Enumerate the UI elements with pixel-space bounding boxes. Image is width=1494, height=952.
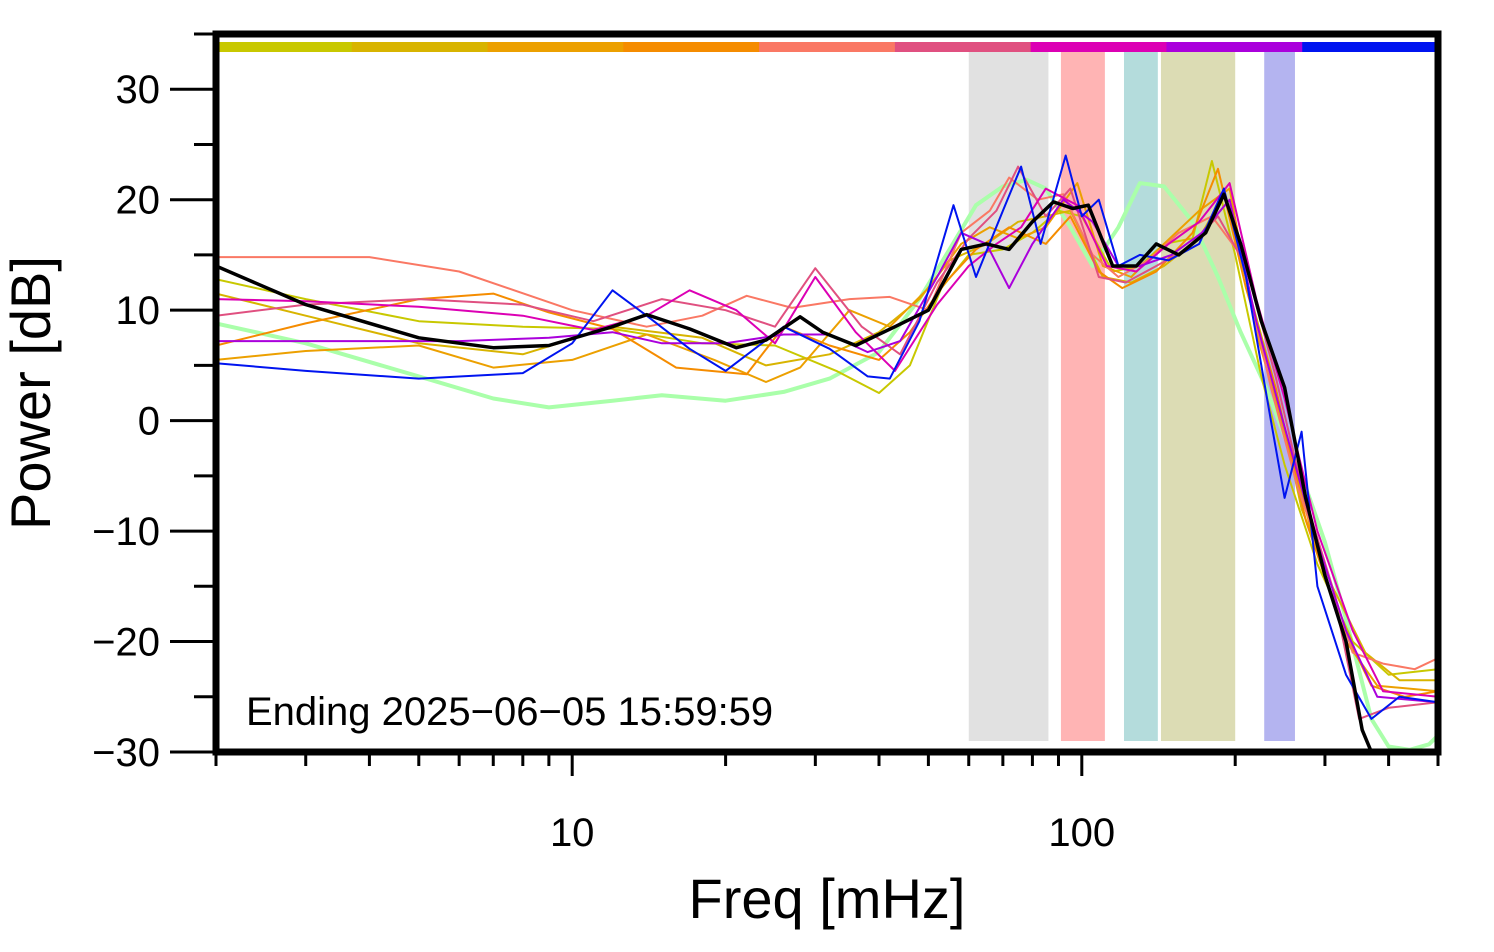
frequency-band-4: [1160, 52, 1236, 741]
plot-frame: [212, 30, 1442, 756]
time-color-bar: [216, 42, 1439, 52]
x-axis-title: Freq [mHz]: [689, 867, 966, 930]
y-tick-label: −30: [92, 731, 160, 775]
color-bar-segment-2: [351, 42, 489, 52]
color-bar-segment-3: [487, 42, 624, 52]
frequency-band-2: [1060, 52, 1105, 741]
color-bar-segment-5: [759, 42, 896, 52]
x-tick-label: 100: [1048, 811, 1115, 855]
frequency-band-3: [1123, 52, 1158, 741]
spectrum-series: [216, 154, 1438, 752]
frequency-band-1: [968, 52, 1049, 741]
frequency-bands: [968, 52, 1295, 741]
color-bar-segment-9: [1302, 42, 1439, 52]
spectrum-line-8: [216, 182, 1438, 698]
spectrum-line-5: [216, 167, 1438, 698]
y-tick-label: 20: [116, 179, 161, 223]
spectrum-line-6: [216, 176, 1438, 671]
color-bar-segment-7: [1030, 42, 1167, 52]
y-tick-label: 10: [116, 289, 161, 333]
y-tick-label: 0: [138, 400, 160, 444]
y-axis-title: Power [dB]: [0, 256, 62, 530]
spectrum-line-7: [216, 165, 1438, 720]
spectrum-line-10: [216, 154, 1438, 720]
color-bar-segment-1: [216, 42, 353, 52]
x-axis-ticks: 10 100: [214, 752, 1440, 855]
color-bar-segment-4: [623, 42, 760, 52]
y-tick-label: −10: [92, 510, 160, 554]
spectrum-line-1: [216, 177, 1438, 752]
y-tick-label: −20: [92, 621, 160, 665]
y-axis-ticks: 30 20 10 0 −10 −20 −30: [92, 32, 216, 775]
y-tick-label: 30: [116, 68, 161, 112]
color-bar-segment-6: [894, 42, 1032, 52]
spectrum-line-2: [216, 160, 1438, 676]
spectrum-line-11: [216, 192, 1374, 752]
x-tick-label: 10: [550, 811, 595, 855]
annotation-ending-time: Ending 2025−06−05 15:59:59: [246, 690, 773, 734]
spectrum-line-3: [216, 193, 1438, 682]
spectrum-line-4: [216, 182, 1438, 693]
color-bar-segment-8: [1166, 42, 1303, 52]
spectrum-line-9: [216, 198, 1438, 704]
